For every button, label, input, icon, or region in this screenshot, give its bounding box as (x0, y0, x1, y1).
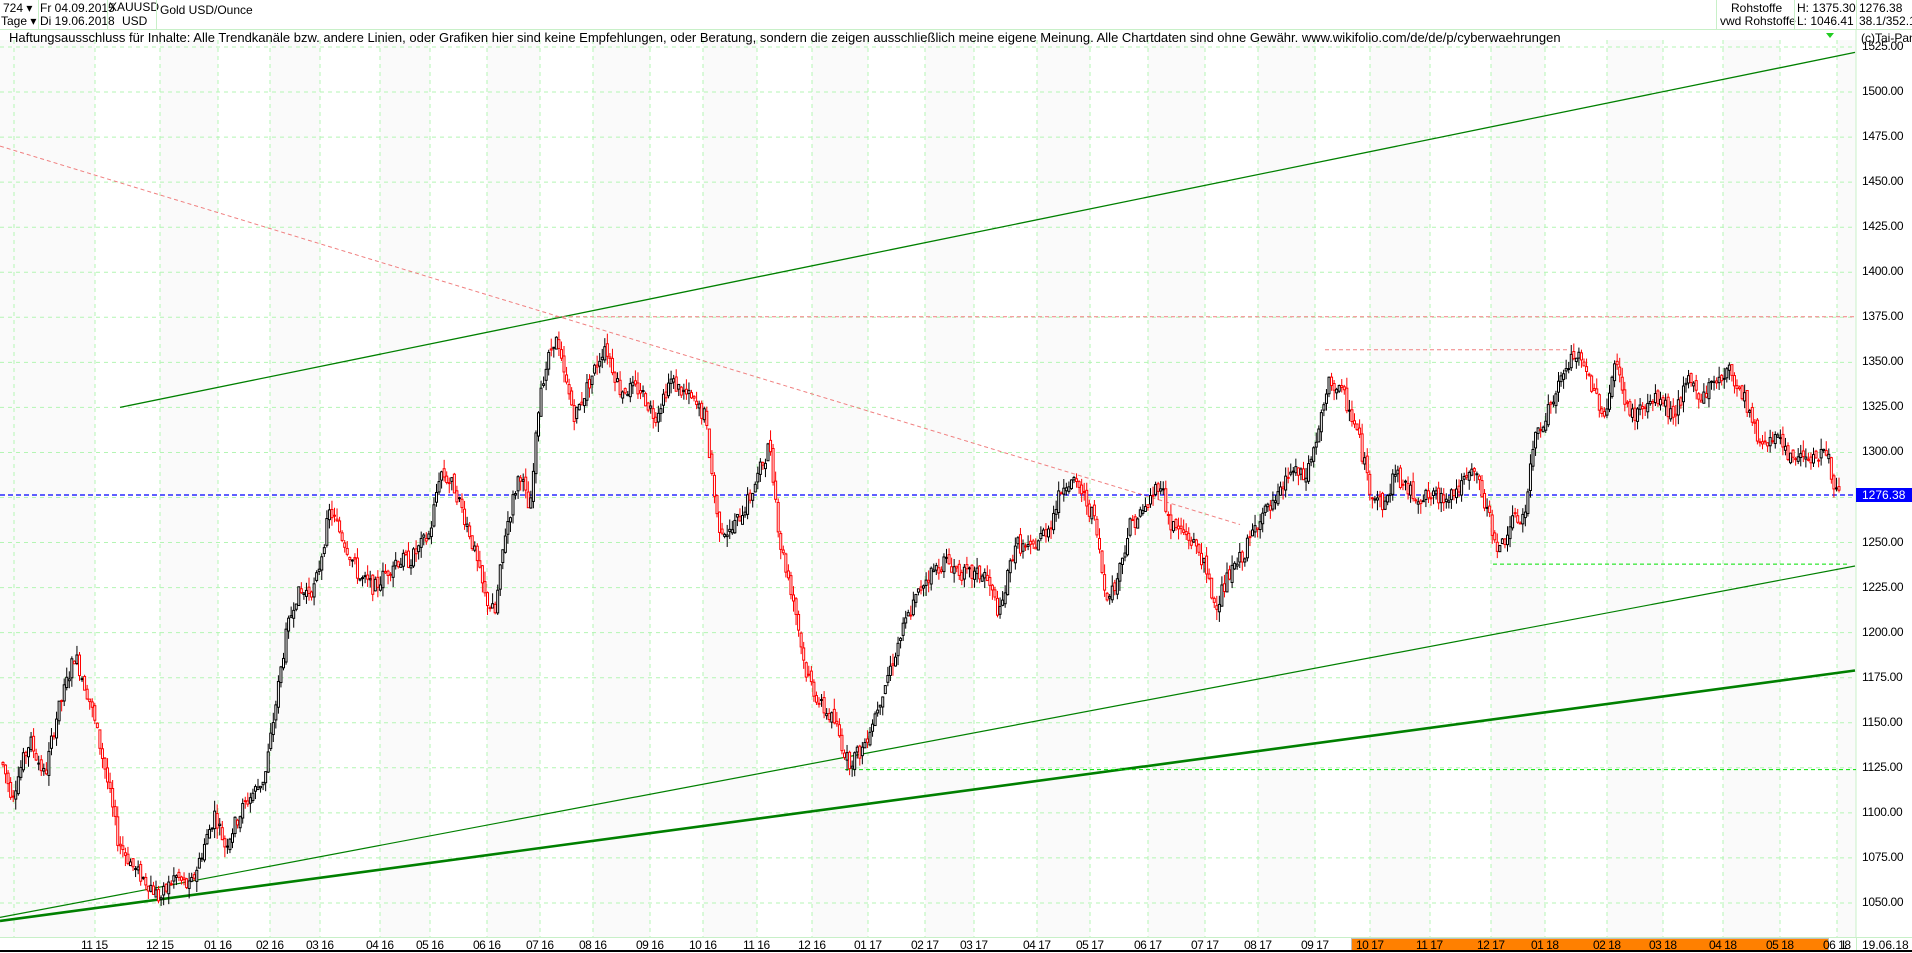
data-source: vwd Rohstoffe (1720, 14, 1796, 28)
time-tick-label: 03 17 (960, 938, 988, 952)
price-tick-label: 1400.00 (1862, 264, 1904, 279)
price-tick-label: 1525.00 (1862, 39, 1904, 53)
candlestick-chart (0, 29, 1857, 937)
chart-header: 724 ▾ Tage ▾ Fr 04.09.2015 Di 19.06.2018… (0, 0, 1912, 30)
time-tick-label: 04 16 (366, 938, 394, 952)
time-tick-label: 10 16 (689, 938, 717, 952)
time-tick-label: 05 16 (416, 938, 444, 952)
chart-plot-area[interactable] (0, 29, 1912, 937)
bottom-border (0, 950, 1912, 952)
time-tick-label: 10 17 (1356, 938, 1384, 952)
time-tick-label: 06 16 (473, 938, 501, 952)
period-select[interactable]: Tage ▾ (1, 14, 37, 28)
mode-indicator[interactable]: L (1842, 938, 1849, 952)
price-tick-label: 1225.00 (1862, 579, 1904, 594)
time-tick-label: 03 16 (306, 938, 334, 952)
time-tick-label: 08 16 (579, 938, 607, 952)
time-tick-label: 08 17 (1244, 938, 1272, 952)
time-tick-label: 12 17 (1477, 938, 1505, 952)
time-tick-label: 01 18 (1531, 938, 1559, 952)
time-tick-label: 03 18 (1649, 938, 1677, 952)
price-tick-label: 1200.00 (1862, 624, 1904, 639)
time-tick-label: 12 15 (146, 938, 174, 952)
time-tick-label: 04 18 (1709, 938, 1737, 952)
time-tick-label: 11 16 (743, 938, 770, 952)
time-tick-label: 04 17 (1023, 938, 1051, 952)
price-tick-label: 1175.00 (1862, 669, 1903, 684)
price-tick-label: 1350.00 (1862, 354, 1904, 369)
time-tick-label: 05 17 (1076, 938, 1104, 952)
footer-date: 19.06.18 (1862, 938, 1909, 952)
time-tick-label: 01 17 (854, 938, 882, 952)
price-tick-label: 1375.00 (1862, 309, 1904, 324)
price-tick-label: 1475.00 (1862, 129, 1904, 144)
price-tick-label: 1075.00 (1862, 849, 1904, 864)
time-tick-label: 06 18 (1823, 938, 1851, 952)
disclaimer-text: Haftungsausschluss für Inhalte: Alle Tre… (9, 30, 1561, 45)
time-tick-label: 12 16 (798, 938, 826, 952)
price-tick-label: 1425.00 (1862, 219, 1904, 234)
time-tick-label: 02 17 (911, 938, 939, 952)
last-price: 1276.38 (1859, 1, 1903, 15)
time-tick-label: 02 16 (256, 938, 284, 952)
price-tick-label: 1050.00 (1862, 894, 1904, 909)
price-tick-label: 1500.00 (1862, 84, 1904, 99)
current-price-marker: 1276.38 (1856, 488, 1912, 502)
price-tick-label: 1100.00 (1862, 804, 1903, 819)
time-tick-label: 01 16 (204, 938, 232, 952)
instrument-name: Gold USD/Ounce (160, 3, 253, 17)
price-tick-label: 1300.00 (1862, 444, 1904, 459)
price-tick-label: 1325.00 (1862, 399, 1904, 414)
category: Rohstoffe (1731, 1, 1783, 15)
date-to: Di 19.06.2018 (40, 14, 115, 28)
high-value: H: 1375.30 (1797, 1, 1856, 15)
time-tick-label: 07 17 (1191, 938, 1219, 952)
time-tick-label: 06 17 (1134, 938, 1162, 952)
date-from: Fr 04.09.2015 (40, 1, 115, 15)
copyright: (c)Tai-Pan (1861, 31, 1912, 45)
time-tick-label: 09 16 (636, 938, 664, 952)
time-tick-label: 11 15 (81, 938, 108, 952)
time-tick-label: 05 18 (1766, 938, 1794, 952)
low-value: L: 1046.41 (1797, 14, 1854, 28)
currency: USD (122, 14, 148, 28)
time-tick-label: 07 16 (526, 938, 554, 952)
symbol: XAUUSD (109, 0, 160, 14)
price-range: 38.1/352.1 (1859, 14, 1912, 28)
price-tick-label: 1150.00 (1862, 714, 1903, 729)
count-select[interactable]: 724 ▾ (3, 1, 33, 15)
time-tick-label: 11 17 (1416, 938, 1443, 952)
time-tick-label: 02 18 (1593, 938, 1621, 952)
price-tick-label: 1125.00 (1862, 759, 1903, 774)
time-tick-label: 09 17 (1301, 938, 1329, 952)
price-tick-label: 1450.00 (1862, 174, 1904, 189)
price-tick-label: 1250.00 (1862, 534, 1904, 549)
